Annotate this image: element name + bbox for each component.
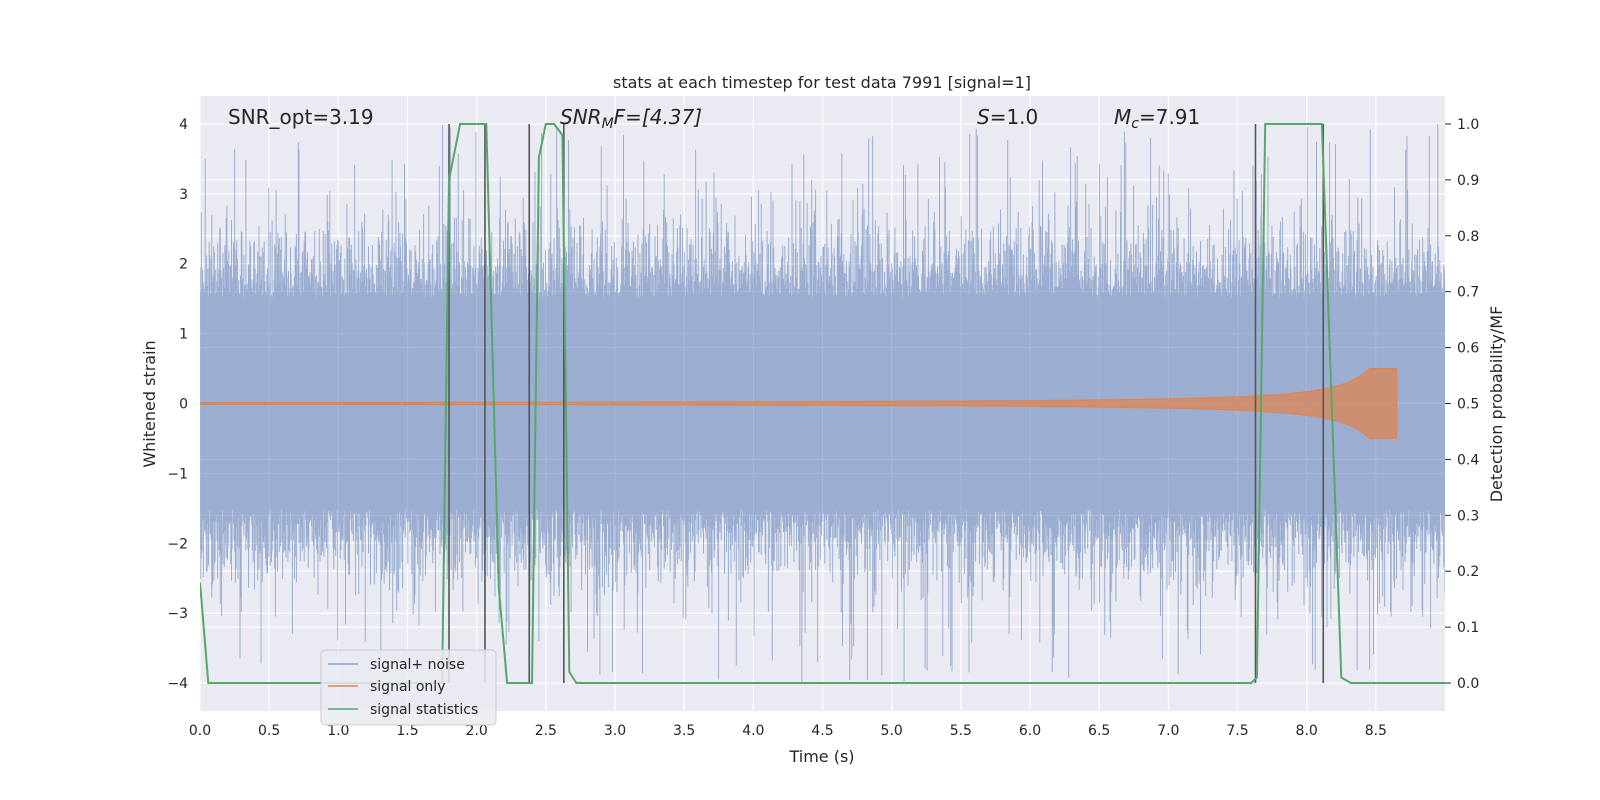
y-axis-label-left: Whitened strain [140, 340, 159, 467]
y-tick-label-left: −1 [167, 466, 188, 482]
x-axis-label: Time (s) [788, 747, 854, 766]
legend-label-signal-statistics: signal statistics [370, 702, 478, 718]
signal-only-line [200, 368, 1398, 439]
y-tick-label-left: 4 [179, 117, 188, 133]
y-tick-label-left: 1 [179, 327, 188, 343]
y-tick-label-right: 0.2 [1457, 564, 1479, 580]
x-tick-label: 8.5 [1365, 723, 1387, 739]
annotation-snr-mf: SNRMF=[4.37] [560, 105, 702, 132]
x-tick-label: 6.5 [1088, 723, 1110, 739]
x-tick-label: 4.5 [811, 723, 833, 739]
x-tick-label: 0.0 [189, 723, 211, 739]
y-tick-label-right: 0.9 [1457, 173, 1479, 189]
x-tick-label: 5.0 [881, 723, 903, 739]
legend-label-signal-noise: signal+ noise [370, 657, 465, 673]
y-tick-label-left: −4 [167, 676, 188, 692]
y-tick-label-right: 0.1 [1457, 620, 1479, 636]
x-tick-label: 7.0 [1157, 723, 1179, 739]
x-tick-label: 1.5 [396, 723, 418, 739]
legend: signal+ noise signal only signal statist… [320, 649, 497, 726]
legend-label-signal-only: signal only [370, 679, 445, 695]
x-tick-label: 2.0 [466, 723, 488, 739]
x-tick-label: 5.5 [950, 723, 972, 739]
y-axis-label-right: Detection probability/MF [1487, 306, 1506, 503]
y-tick-label-right: 1.0 [1457, 117, 1479, 133]
y-tick-label-right: 0.5 [1457, 397, 1479, 413]
x-tick-label: 7.5 [1226, 723, 1248, 739]
y-tick-label-left: 0 [179, 397, 188, 413]
x-tick-label: 3.5 [673, 723, 695, 739]
chart-title: stats at each timestep for test data 799… [613, 73, 1031, 92]
y-tick-label-right: 0.6 [1457, 341, 1479, 357]
y-tick-label-left: −2 [167, 536, 188, 552]
annotation-mc: Mc=7.91 [1114, 105, 1200, 132]
y-tick-label-right: 0.3 [1457, 508, 1479, 524]
x-tick-label: 8.0 [1296, 723, 1318, 739]
y-tick-label-right: 0.0 [1457, 676, 1479, 692]
x-tick-label: 3.0 [604, 723, 626, 739]
x-tick-label: 0.5 [258, 723, 280, 739]
signal-only-series [200, 368, 1398, 439]
signal-statistics-series [200, 123, 1445, 684]
signal-statistics-line [200, 123, 1445, 684]
annotation-snr-opt: SNR_opt=3.19 [228, 105, 374, 129]
legend-box [320, 649, 497, 726]
x-tick-label: 1.0 [327, 723, 349, 739]
y-tick-label-right: 0.4 [1457, 452, 1479, 468]
x-tick-label: 4.0 [742, 723, 764, 739]
y-tick-label-left: 3 [179, 187, 188, 203]
y-tick-label-right: 0.7 [1457, 285, 1479, 301]
y-tick-label-right: 0.8 [1457, 229, 1479, 245]
x-tick-label: 6.0 [1019, 723, 1041, 739]
axis-ticks: 0.0 0.5 1.0 1.5 2.0 2.5 3.0 3.5 4.0 4.5 5.0 5.5 6.0 6… [167, 117, 1479, 739]
y-tick-label-left: 2 [179, 257, 188, 273]
y-tick-label-left: −3 [167, 606, 188, 622]
annotation-s: S=1.0 [977, 105, 1038, 129]
x-tick-label: 2.5 [535, 723, 557, 739]
